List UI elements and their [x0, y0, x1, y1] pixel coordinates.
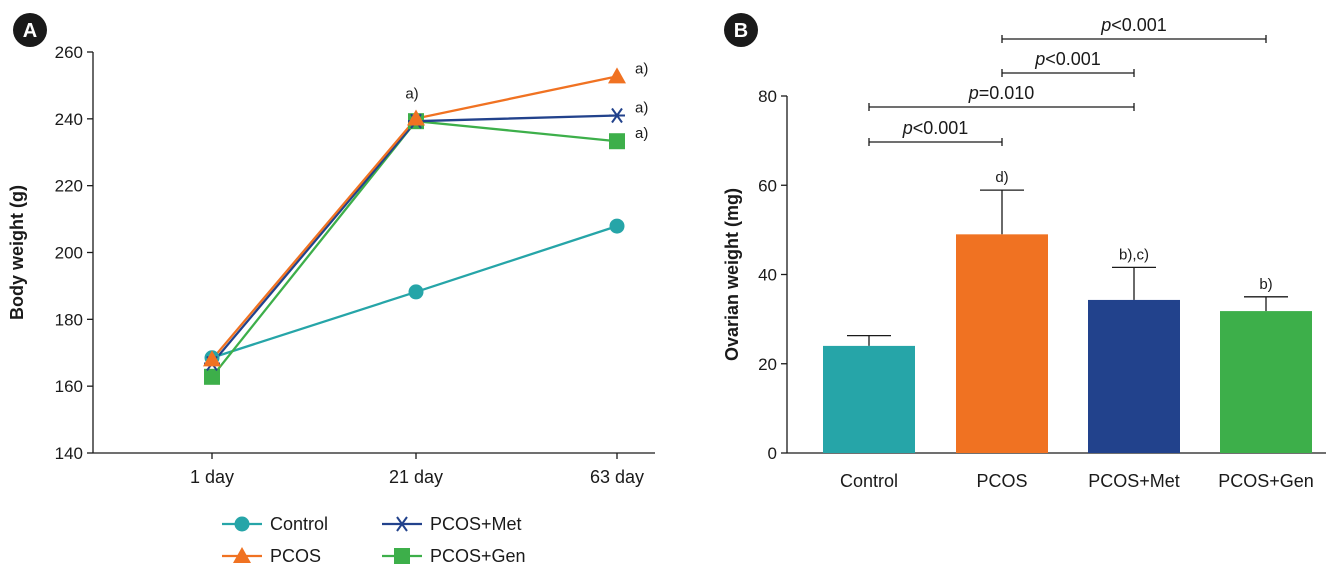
bar-pcos-met — [1088, 299, 1180, 453]
y-tick-label: 220 — [55, 177, 83, 196]
y-tick-label: 200 — [55, 244, 83, 263]
bar-pcos-gen — [1220, 311, 1312, 453]
annotation: a) — [635, 99, 648, 116]
annotation: a) — [635, 125, 648, 142]
ovarian-weight-bar-chart: 0 20 40 60 80 Ovarian weight (mg) Control d) PCO… — [722, 15, 1326, 491]
panel-b-label: B — [734, 20, 748, 42]
y-axis-label: Body weight (g) — [7, 185, 27, 320]
y-tick-label: 40 — [758, 266, 777, 285]
y-tick-label: 20 — [758, 355, 777, 374]
legend-label: PCOS+Gen — [430, 546, 526, 566]
data-point-pcos — [608, 67, 626, 84]
y-tick-label: 60 — [758, 176, 777, 195]
y-tick-label: 160 — [55, 377, 83, 396]
data-point-pcos — [203, 350, 221, 367]
annotation: a) — [635, 60, 648, 77]
legend-item-pcos: PCOS — [222, 546, 321, 566]
bar-pcos — [956, 234, 1048, 453]
panel-a-badge: A — [13, 13, 47, 47]
panel-a-label: A — [23, 20, 37, 42]
p-value-label: p=0.010 — [968, 83, 1035, 103]
legend-marker-square — [394, 548, 410, 564]
y-tick-label: 240 — [55, 110, 83, 129]
panel-b-badge: B — [724, 13, 758, 47]
data-point-pcos-gen — [204, 368, 220, 385]
bar-control — [823, 345, 915, 453]
p-value-label: p<0.001 — [1100, 15, 1167, 35]
legend-label: PCOS — [270, 546, 321, 566]
x-tick-label: PCOS+Met — [1088, 471, 1180, 491]
legend-marker-asterisk — [394, 516, 410, 532]
legend-marker-circle — [234, 516, 250, 532]
panel-b-badge-circle — [724, 13, 758, 47]
panel-a-badge-circle — [13, 13, 47, 47]
series-line-pcos-met — [211, 114, 618, 365]
bar-annotation: b),c) — [1119, 246, 1149, 263]
legend-item-control: Control — [222, 514, 328, 534]
data-point-pcos-gen — [609, 133, 625, 150]
y-tick-label: 260 — [55, 43, 83, 62]
significance-bracket: p<0.001 — [1001, 15, 1267, 43]
x-tick-label: Control — [840, 471, 898, 491]
data-point-control — [609, 218, 625, 234]
annotation: a) — [405, 85, 418, 102]
body-weight-line-chart: 140 160 180 200 220 240 260 1 day 21 day 63 day Bo… — [7, 43, 655, 566]
p-value-label: p<0.001 — [1034, 49, 1101, 69]
legend-label: PCOS+Met — [430, 514, 522, 534]
x-tick-label: 63 day — [590, 467, 644, 487]
y-tick-label: 180 — [55, 310, 83, 329]
legend-marker-triangle — [233, 547, 251, 563]
x-tick-label: PCOS+Gen — [1218, 471, 1314, 491]
significance-bracket: p=0.010 — [868, 83, 1135, 111]
legend-item-pcos-gen: PCOS+Gen — [382, 546, 526, 566]
legend-item-pcos-met: PCOS+Met — [382, 514, 522, 534]
significance-bracket: p<0.001 — [868, 118, 1003, 146]
p-value-label: p<0.001 — [902, 118, 969, 138]
y-tick-label: 140 — [55, 444, 83, 463]
significance-bracket: p<0.001 — [1001, 49, 1135, 77]
legend-label: Control — [270, 514, 328, 534]
bar-annotation: d) — [995, 169, 1008, 186]
y-tick-label: 80 — [758, 87, 777, 106]
data-point-pcos — [407, 109, 425, 126]
bar-annotation: b) — [1259, 276, 1272, 293]
data-point-pcos-met — [609, 107, 625, 124]
x-tick-label: PCOS — [976, 471, 1027, 491]
y-tick-label: 0 — [768, 444, 777, 463]
x-tick-label: 21 day — [389, 467, 443, 487]
y-axis-label: Ovarian weight (mg) — [722, 188, 742, 361]
x-tick-label: 1 day — [190, 467, 234, 487]
data-point-control — [408, 284, 424, 300]
